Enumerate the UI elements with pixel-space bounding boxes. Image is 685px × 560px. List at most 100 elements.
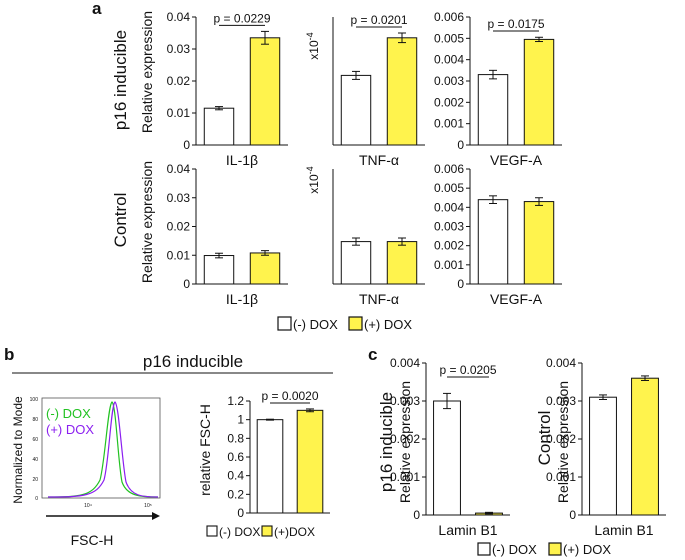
x-axis-label: TNF-α [359, 291, 399, 307]
panel-b-header: p16 inducible [143, 352, 243, 371]
chart-il1b-control: 0 0.01 0.02 0.03 0.04 IL-1β [167, 162, 288, 307]
ylabel-c-right: Relative expression [555, 381, 571, 503]
sci-label-bottom: x10-4 [305, 166, 321, 193]
y-tick-label: 0.001 [390, 470, 420, 484]
legend-c-plus-swatch [548, 542, 562, 556]
p-value: p = 0.0205 [439, 363, 496, 377]
y-tick-label: 0.01 [167, 106, 191, 120]
y-tick-label: 0.004 [434, 200, 464, 214]
bar-minus-dox [340, 74, 372, 146]
bar-plus-dox [386, 241, 418, 285]
flow-ytick-20: 20 [32, 477, 38, 483]
p-value: p = 0.0175 [487, 17, 544, 31]
sci-label-top: x10-4 [305, 32, 321, 59]
y-tick-label: 0.003 [390, 394, 420, 408]
flow-ytick-80: 80 [32, 417, 38, 423]
legend-c: (-) DOX (+) DOX [477, 542, 611, 557]
bar-minus-dox [203, 255, 235, 285]
p-value: p = 0.0201 [350, 13, 407, 27]
flow-curve-plus-dox [47, 401, 159, 498]
legend-c-plus-label: (+) DOX [563, 542, 611, 557]
y-tick-label: 0 [183, 138, 190, 152]
chart-tnf-p16: p = 0.0201 TNF-α [332, 13, 425, 168]
y-tick-label: 0 [569, 508, 576, 522]
y-tick-label: 0.002 [390, 432, 420, 446]
y-tick-label: 0.001 [434, 258, 464, 272]
bar-minus-dox [477, 199, 509, 285]
ylabel-a-top: Relative expression [139, 11, 155, 133]
chart-fsc-h: 0 0.2 0.4 0.6 0.8 1 1.2 p = 0.0020 [227, 389, 330, 520]
y-tick-label: 0.04 [167, 162, 191, 176]
legend-a: (-) DOX (+) DOX [277, 316, 412, 332]
y-tick-label: 0.005 [434, 181, 464, 195]
chart-lamin-b1-p16: 0 0.001 0.002 0.003 0.004 p = 0.0205 Lamin B1 [390, 356, 510, 538]
p-value: p = 0.0020 [261, 389, 318, 403]
y-tick-label: 0.6 [227, 450, 244, 464]
panel-c-label: c [368, 345, 377, 364]
y-tick-label: 0.004 [546, 356, 576, 370]
panel-a-label: a [92, 0, 102, 18]
y-tick-label: 0.03 [167, 191, 191, 205]
x-axis-label: IL-1β [226, 152, 258, 168]
p-value: p = 0.0229 [213, 11, 270, 25]
ylabel-a-bottom: Relative expression [139, 161, 155, 283]
flow-frame [41, 397, 161, 499]
x-axis-label: TNF-α [359, 152, 399, 168]
y-tick-label: 0.001 [434, 117, 464, 131]
flow-ytick-0: 0 [35, 496, 38, 502]
flow-ytick-100: 100 [30, 397, 39, 403]
row-label-p16: p16 inducible [111, 30, 130, 130]
legend-a-minus-label: (-) DOX [293, 317, 338, 332]
y-tick-label: 0.4 [227, 469, 244, 483]
bar-minus-dox [589, 396, 617, 516]
x-axis-label: Lamin B1 [438, 522, 497, 538]
chart-vegfa-p16: 0 0.001 0.002 0.003 0.004 0.005 0.006 p = 0.017… [434, 10, 562, 168]
flow-curve-minus-dox [47, 401, 159, 498]
flow-xtick-1e5: 10⁵ [144, 503, 152, 509]
bar-plus-dox [631, 377, 659, 516]
legend-b-plus-swatch [261, 525, 273, 537]
legend-c-minus-swatch [477, 542, 491, 556]
ylabel-b: relative FSC-H [197, 404, 213, 496]
legend-a-minus-swatch [277, 316, 292, 331]
panel-b-label: b [4, 345, 14, 364]
y-tick-label: 1.2 [227, 394, 244, 408]
row-label-c-p16: p16 inducible [377, 392, 396, 492]
bar-minus-dox [203, 107, 235, 146]
y-tick-label: 0 [237, 506, 244, 520]
bar-plus-dox [523, 38, 555, 146]
bar-plus-dox [296, 409, 324, 514]
flow-label-minus-dox: (-) DOX [46, 406, 91, 421]
bar-plus-dox [249, 252, 281, 285]
legend-b-minus-swatch [206, 525, 218, 537]
x-axis-label: VEGF-A [490, 152, 543, 168]
flow-ytick-60: 60 [32, 437, 38, 443]
flow-xtick-1e4: 10⁴ [84, 503, 92, 509]
x-axis-label: VEGF-A [490, 291, 543, 307]
y-tick-label: 0.01 [167, 248, 191, 262]
y-tick-label: 0.004 [434, 53, 464, 67]
bar-minus-dox [433, 400, 461, 516]
x-axis-label: Lamin B1 [594, 522, 653, 538]
y-tick-label: 0.002 [434, 95, 464, 109]
y-tick-label: 0.003 [434, 74, 464, 88]
y-tick-label: 0.002 [546, 432, 576, 446]
bar-plus-dox [249, 37, 281, 146]
y-tick-label: 0.04 [167, 10, 191, 24]
y-tick-label: 0.006 [434, 162, 464, 176]
y-tick-label: 0.8 [227, 431, 244, 445]
legend-c-minus-label: (-) DOX [492, 542, 537, 557]
y-tick-label: 0.02 [167, 74, 191, 88]
flow-xlabel: FSC-H [71, 532, 114, 548]
y-tick-label: 0.03 [167, 42, 191, 56]
y-tick-label: 0.004 [390, 356, 420, 370]
arrowhead-icon [152, 512, 160, 520]
bar-plus-dox [386, 37, 418, 146]
y-tick-label: 1 [237, 413, 244, 427]
y-tick-label: 0 [457, 277, 464, 291]
y-tick-label: 0.002 [434, 239, 464, 253]
row-label-c-control: Control [535, 411, 554, 466]
y-tick-label: 0.2 [227, 487, 244, 501]
chart-lamin-b1-control: 0 0.001 0.002 0.003 0.004 Lamin B1 [546, 356, 666, 538]
flow-ytick-40: 40 [32, 457, 38, 463]
